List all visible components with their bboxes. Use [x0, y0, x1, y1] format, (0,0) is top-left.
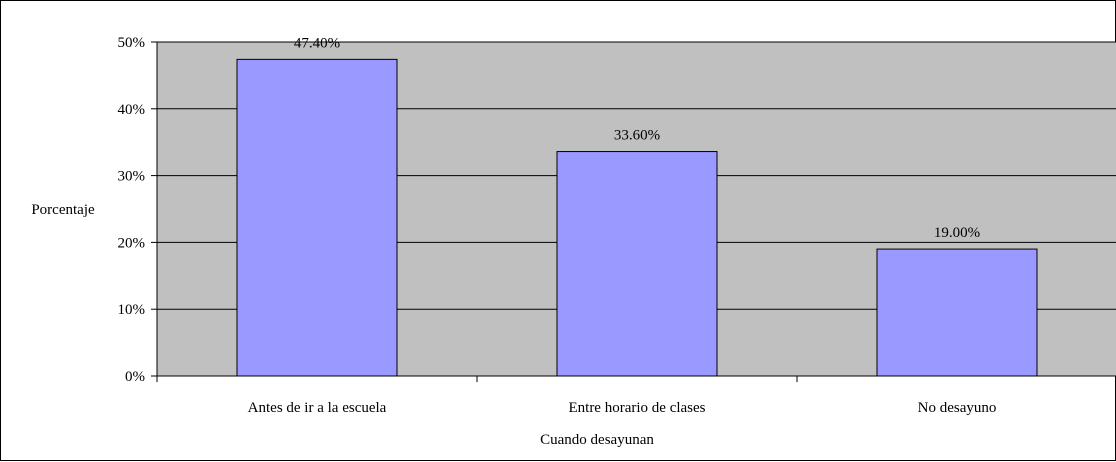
- y-tick-label: 20%: [118, 235, 146, 251]
- data-labels: 47.40% 33.60% 19.00%: [294, 35, 980, 241]
- x-tick-labels: Antes de ir a la escuela Entre horario de…: [248, 400, 997, 416]
- y-axis-title: Porcentaje: [31, 202, 95, 218]
- x-axis-title: Cuando desayunan: [540, 432, 654, 448]
- x-tick-label: Antes de ir a la escuela: [248, 400, 387, 416]
- y-tick-label: 40%: [118, 102, 146, 118]
- bar: [876, 248, 1038, 377]
- bar: [236, 58, 398, 377]
- y-tick-labels: 0% 10% 20% 30% 40% 50%: [118, 35, 146, 385]
- x-tick-label: Entre horario de clases: [568, 400, 705, 416]
- y-tick-label: 10%: [118, 302, 146, 318]
- data-label: 19.00%: [934, 225, 980, 241]
- data-label: 47.40%: [294, 35, 340, 51]
- x-tick-label: No desayuno: [918, 400, 997, 416]
- y-tick-label: 50%: [118, 35, 146, 51]
- y-tick-label: 30%: [118, 169, 146, 185]
- y-tick-label: 0%: [125, 369, 145, 385]
- data-label: 33.60%: [614, 128, 660, 144]
- bar: [556, 151, 718, 377]
- bars: [236, 58, 1038, 377]
- axes: [151, 41, 1116, 382]
